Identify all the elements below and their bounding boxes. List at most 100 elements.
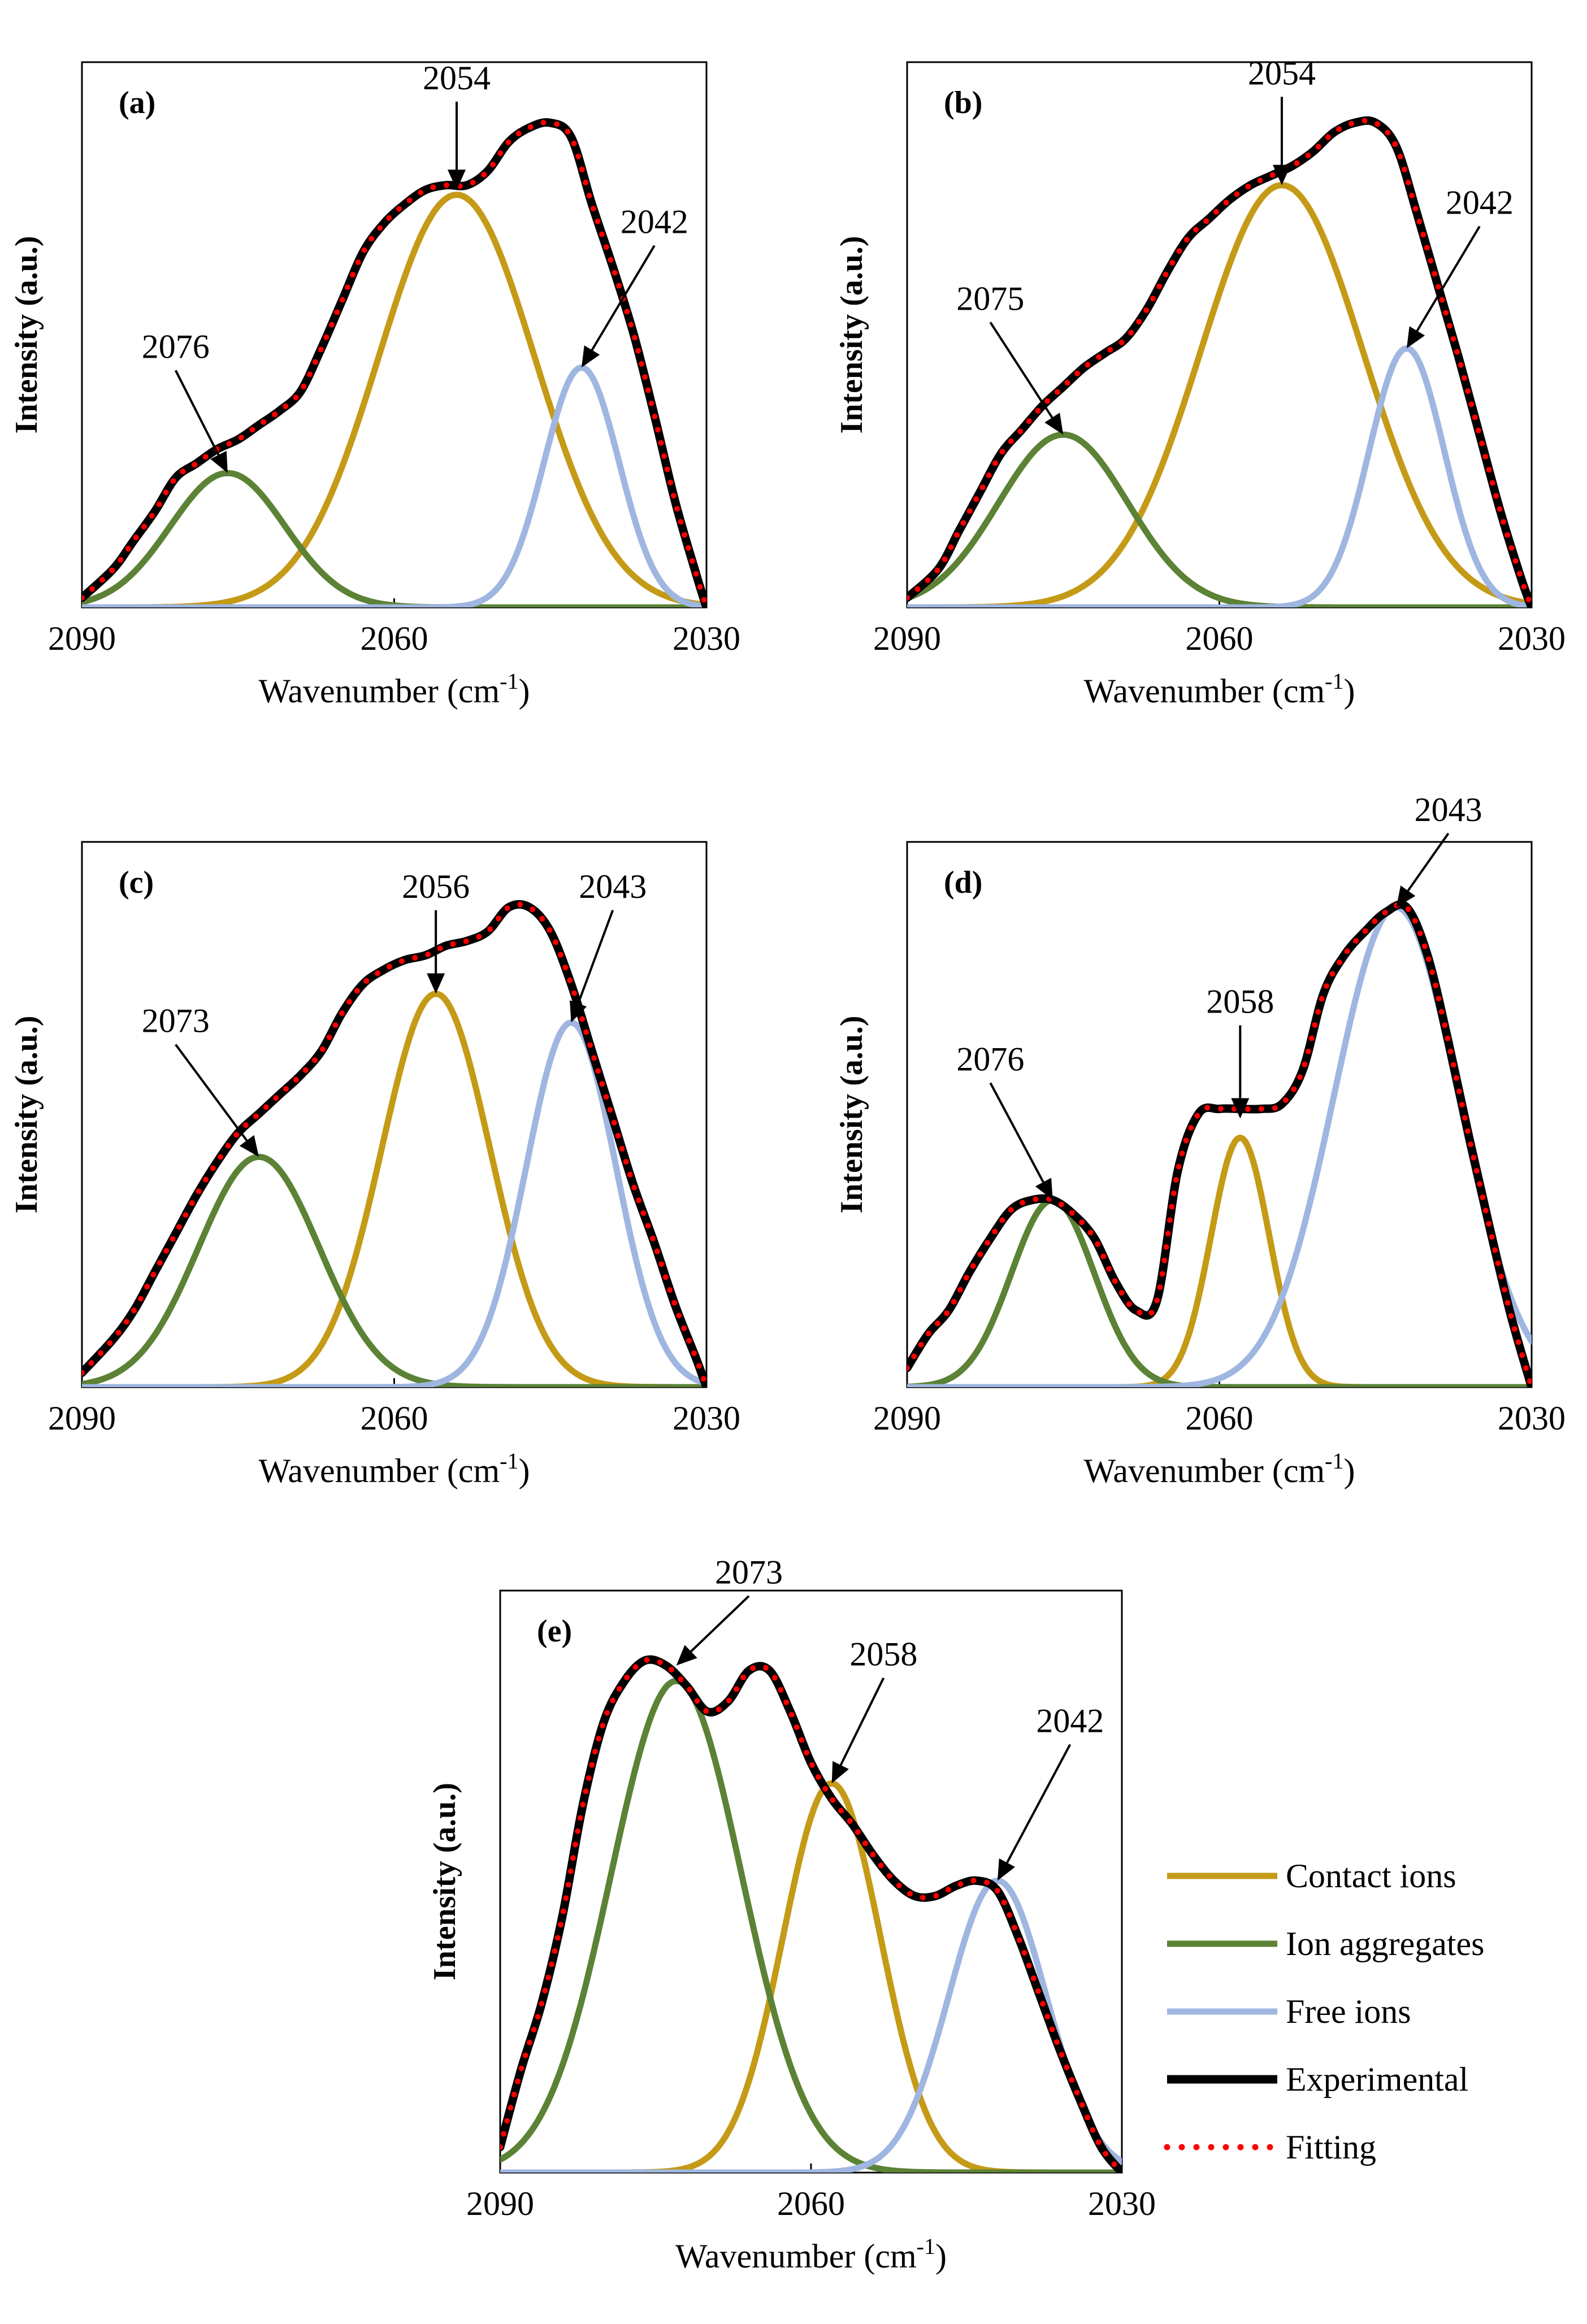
arrow-head xyxy=(831,1761,849,1784)
peak-annotation: 2073 xyxy=(142,1002,259,1157)
arrow-head xyxy=(1396,885,1416,907)
x-tick-label: 2090 xyxy=(48,1400,116,1437)
peak-label: 2043 xyxy=(1415,791,1482,828)
x-axis-title: Wavenumber (cm-1) xyxy=(1084,668,1355,710)
x-tick-label: 2030 xyxy=(1498,620,1566,657)
x-tick-label: 2060 xyxy=(361,620,428,657)
series-aggregate xyxy=(82,1153,706,1387)
arrow-head xyxy=(1044,412,1064,435)
peak-annotation: 2042 xyxy=(1407,184,1514,349)
arrow-line xyxy=(1006,1744,1072,1863)
series-free xyxy=(500,1877,1122,2173)
peak-label: 2073 xyxy=(142,1002,210,1040)
peak-annotation: 2076 xyxy=(142,328,228,474)
legend-entry: Contact ions xyxy=(1167,1857,1456,1895)
plot-frame xyxy=(499,1589,1123,2174)
peak-label: 2043 xyxy=(579,868,647,905)
arrow-head xyxy=(1407,326,1425,349)
panel-label: (e) xyxy=(537,1614,572,1649)
peak-annotation: 2073 xyxy=(676,1554,783,1666)
arrow-head xyxy=(1273,164,1291,185)
panel-2: 2090 2060 2030 Wavenumber (cm-1) Intensity (… xyxy=(9,841,740,1489)
peak-label: 2058 xyxy=(1206,983,1274,1020)
plot-area xyxy=(82,118,706,607)
peak-label: 2058 xyxy=(849,1636,917,1673)
legend-label: Contact ions xyxy=(1286,1857,1456,1895)
series-fitting xyxy=(907,901,1532,1387)
arrow-line xyxy=(839,1677,885,1766)
arrow-head xyxy=(582,345,600,368)
arrow-line xyxy=(591,245,656,351)
x-tick-label: 2090 xyxy=(873,1400,941,1437)
x-axis-title: Wavenumber (cm-1) xyxy=(1084,1448,1355,1489)
peak-annotation: 2054 xyxy=(423,59,491,190)
arrow-head xyxy=(239,1135,259,1157)
legend-entry: Ion aggregates xyxy=(1167,1925,1485,1962)
x-tick-label: 2090 xyxy=(48,620,116,657)
peak-annotation: 2042 xyxy=(998,1702,1104,1881)
x-tick-label: 2060 xyxy=(777,2185,845,2222)
x-tick-label: 2030 xyxy=(673,1400,740,1437)
peak-label: 2042 xyxy=(1036,1702,1104,1739)
arrow-head xyxy=(1231,1098,1250,1119)
series-fitting xyxy=(907,118,1532,607)
plot-area xyxy=(907,116,1532,607)
series-contact xyxy=(82,991,706,1387)
peak-label: 2076 xyxy=(956,1041,1024,1078)
series-free xyxy=(82,364,706,607)
legend-entry: Fitting xyxy=(1164,2128,1376,2166)
series-experimental xyxy=(907,116,1532,607)
y-axis-title: Intensity (a.u.) xyxy=(834,1015,869,1213)
series-aggregate xyxy=(907,1197,1532,1387)
peak-label: 2073 xyxy=(715,1554,783,1591)
peak-label: 2076 xyxy=(142,328,210,365)
panel-label: (b) xyxy=(944,85,982,120)
arrow-head xyxy=(448,170,466,190)
panel-0: 2090 2060 2030 Wavenumber (cm-1) Intensity (… xyxy=(9,59,740,710)
x-tick-label: 2090 xyxy=(466,2185,534,2222)
x-tick-label: 2060 xyxy=(1186,1400,1254,1437)
plot-area xyxy=(500,1655,1122,2173)
series-experimental xyxy=(82,118,706,607)
peak-annotation: 2056 xyxy=(402,868,470,994)
peak-label: 2042 xyxy=(1446,184,1514,221)
series-aggregate xyxy=(500,1678,1122,2173)
peak-annotation: 2043 xyxy=(570,868,647,1023)
peak-label: 2075 xyxy=(956,280,1024,317)
x-tick-label: 2060 xyxy=(361,1400,428,1437)
arrow-line xyxy=(989,1082,1044,1183)
x-axis-title: Wavenumber (cm-1) xyxy=(259,668,530,710)
arrow-line xyxy=(175,1044,248,1141)
x-axis-title: Wavenumber (cm-1) xyxy=(259,1448,530,1489)
peak-label: 2054 xyxy=(1248,54,1316,92)
x-axis-title: Wavenumber (cm-1) xyxy=(675,2234,947,2275)
series-aggregate xyxy=(82,470,706,607)
panel-4: 2090 2060 2030 Wavenumber (cm-1) Intensity (… xyxy=(427,1554,1156,2275)
arrow-line xyxy=(577,910,614,1004)
x-tick-label: 2090 xyxy=(873,620,941,657)
legend: Contact ions Ion aggregates Free ions Exper… xyxy=(1164,1857,1485,2166)
plot-frame xyxy=(906,61,1533,609)
arrow-head xyxy=(676,1645,697,1666)
series-experimental xyxy=(500,1655,1122,2173)
panel-1: 2090 2060 2030 Wavenumber (cm-1) Intensity (… xyxy=(834,54,1566,710)
arrow-line xyxy=(989,322,1053,419)
arrow-head xyxy=(1035,1178,1053,1200)
arrow-line xyxy=(1407,832,1450,892)
y-axis-title: Intensity (a.u.) xyxy=(9,236,44,433)
panel-label: (d) xyxy=(944,865,982,900)
series-contact xyxy=(907,1134,1532,1387)
legend-entry: Free ions xyxy=(1167,1993,1411,2030)
legend-label: Fitting xyxy=(1286,2128,1376,2166)
peak-annotation: 2076 xyxy=(956,1041,1053,1200)
arrow-head xyxy=(570,1000,587,1023)
arrow-head xyxy=(210,450,228,474)
peak-label: 2042 xyxy=(621,203,688,241)
x-tick-label: 2060 xyxy=(1186,620,1254,657)
peak-label: 2054 xyxy=(423,59,491,97)
series-free xyxy=(907,345,1532,607)
plot-area xyxy=(82,900,706,1387)
series-free xyxy=(82,1019,706,1387)
x-tick-label: 2030 xyxy=(1498,1400,1566,1437)
